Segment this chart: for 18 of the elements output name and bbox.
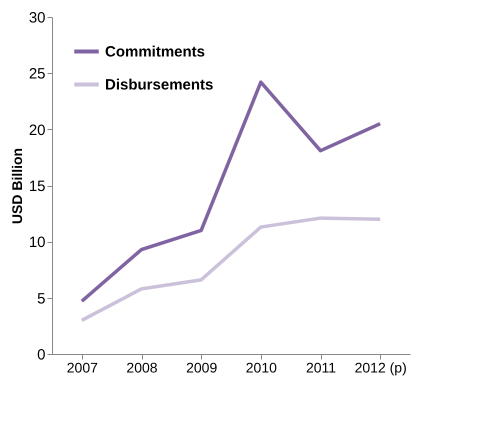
x-tick-label: 2007 (66, 360, 98, 376)
legend-label: Disbursements (105, 76, 214, 94)
y-tick-label: 0 (37, 346, 46, 364)
x-tick-label: 2011 (306, 360, 336, 376)
x-tick-label: 2010 (246, 360, 278, 376)
y-tick-label: 20 (28, 122, 46, 139)
y-tick-label: 30 (28, 10, 46, 26)
x-tick-label: 2009 (186, 360, 218, 376)
line-series (80, 216, 382, 322)
y-tick-label: 10 (28, 234, 46, 252)
y-tick-label: 5 (37, 290, 46, 308)
y-tick-label: 15 (28, 178, 46, 195)
y-axis-title: USD Billion (8, 148, 25, 224)
x-tick-label: 2012 (p) (354, 360, 407, 376)
y-tick-label: 25 (28, 66, 46, 83)
legend-label: Commitments (105, 44, 206, 60)
x-tick-label: 2008 (126, 360, 158, 376)
line-series (80, 80, 382, 303)
